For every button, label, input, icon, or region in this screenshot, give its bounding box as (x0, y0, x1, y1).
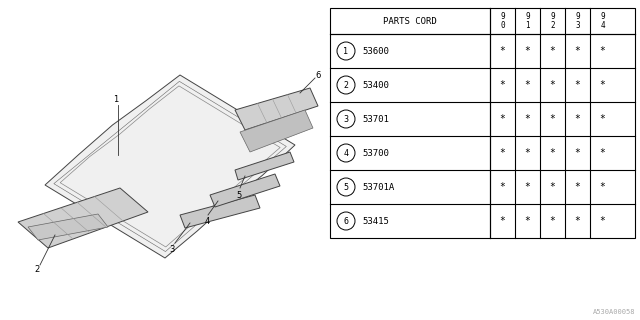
Text: 5: 5 (344, 182, 349, 191)
Text: *: * (550, 182, 556, 192)
Text: *: * (525, 114, 531, 124)
Bar (330, 8, 635, 238)
Text: *: * (500, 80, 506, 90)
Text: 5: 5 (236, 190, 242, 199)
Text: *: * (500, 114, 506, 124)
Text: *: * (600, 114, 605, 124)
Text: *: * (575, 148, 580, 158)
Text: *: * (575, 46, 580, 56)
Text: *: * (575, 80, 580, 90)
Text: *: * (600, 80, 605, 90)
Text: *: * (575, 216, 580, 226)
Text: 2: 2 (344, 81, 349, 90)
Text: *: * (575, 114, 580, 124)
Text: 9
4: 9 4 (600, 12, 605, 30)
Text: *: * (600, 46, 605, 56)
Text: *: * (525, 216, 531, 226)
Polygon shape (235, 152, 294, 180)
Polygon shape (210, 174, 280, 207)
Polygon shape (45, 75, 295, 258)
Text: 1: 1 (113, 95, 118, 105)
Text: 53400: 53400 (362, 81, 389, 90)
Polygon shape (28, 214, 108, 240)
Text: A530A00058: A530A00058 (593, 309, 635, 315)
Text: *: * (500, 46, 506, 56)
Text: *: * (500, 148, 506, 158)
Polygon shape (180, 195, 260, 228)
Text: *: * (550, 148, 556, 158)
Text: *: * (575, 182, 580, 192)
Text: *: * (525, 80, 531, 90)
Text: *: * (525, 182, 531, 192)
Text: *: * (500, 216, 506, 226)
Text: 6: 6 (316, 70, 321, 79)
Text: PARTS CORD: PARTS CORD (383, 17, 437, 26)
Text: 9
0: 9 0 (500, 12, 505, 30)
Text: *: * (550, 46, 556, 56)
Text: *: * (600, 182, 605, 192)
Text: *: * (550, 114, 556, 124)
Text: 53701A: 53701A (362, 182, 394, 191)
Text: 9
1: 9 1 (525, 12, 530, 30)
Text: *: * (600, 216, 605, 226)
Text: *: * (525, 46, 531, 56)
Polygon shape (240, 110, 313, 152)
Polygon shape (18, 188, 148, 248)
Text: 6: 6 (344, 217, 349, 226)
Text: *: * (550, 216, 556, 226)
Text: 53700: 53700 (362, 148, 389, 157)
Text: *: * (600, 148, 605, 158)
Text: *: * (550, 80, 556, 90)
Text: 9
2: 9 2 (550, 12, 555, 30)
Polygon shape (235, 88, 318, 130)
Text: 9
3: 9 3 (575, 12, 580, 30)
Text: 53600: 53600 (362, 46, 389, 55)
Text: 4: 4 (344, 148, 349, 157)
Text: 53701: 53701 (362, 115, 389, 124)
Text: 53415: 53415 (362, 217, 389, 226)
Text: *: * (525, 148, 531, 158)
Text: 3: 3 (170, 244, 175, 253)
Text: *: * (500, 182, 506, 192)
Text: 4: 4 (204, 218, 210, 227)
Text: 2: 2 (35, 266, 40, 275)
Text: 3: 3 (344, 115, 349, 124)
Text: 1: 1 (344, 46, 349, 55)
